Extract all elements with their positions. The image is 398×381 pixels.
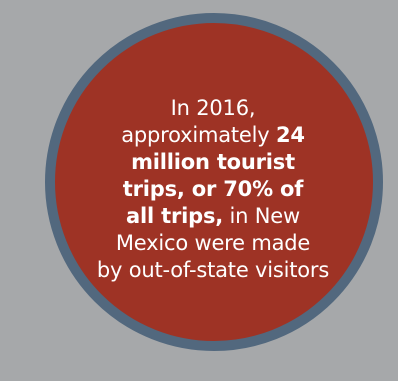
stat-line-6: Mexico were made bbox=[115, 230, 311, 255]
statistic-text: In 2016, approximately 24 million touris… bbox=[63, 95, 363, 284]
stat-line-3-bold: million tourist bbox=[131, 149, 295, 174]
stat-line-7: by out-of-state visitors bbox=[96, 257, 330, 282]
stat-circle: In 2016, approximately 24 million touris… bbox=[45, 13, 383, 351]
stat-line-2-bold: 24 bbox=[275, 122, 305, 147]
stat-line-5-tail: in New bbox=[223, 203, 301, 228]
stat-line-5-bold: all trips, bbox=[126, 203, 224, 228]
stat-line-4-bold: trips, or 70% of bbox=[122, 176, 304, 201]
stat-line-1: In 2016, bbox=[170, 95, 256, 120]
stat-line-2-lead: approximately bbox=[121, 122, 276, 147]
